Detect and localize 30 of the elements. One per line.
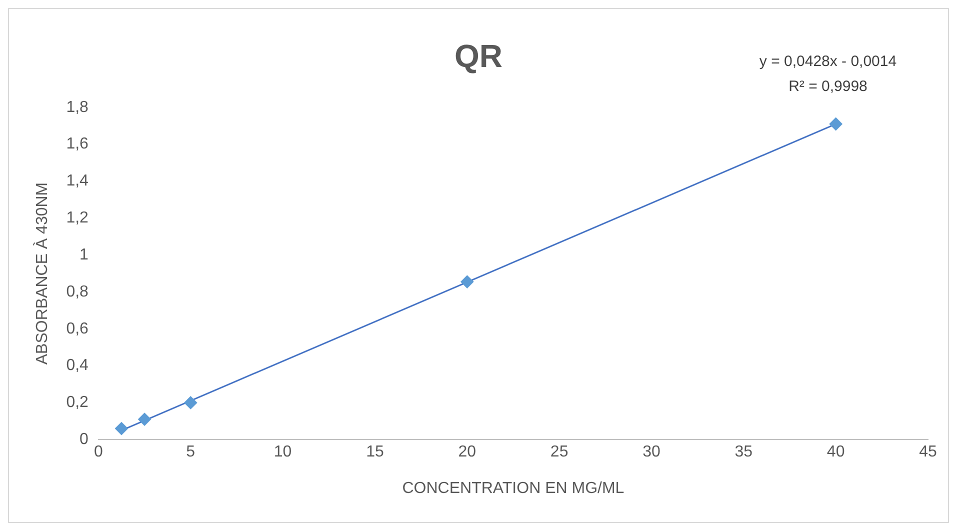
x-tick-label: 25 xyxy=(550,444,568,461)
y-tick-label: 0,4 xyxy=(66,357,89,374)
x-tick-label: 5 xyxy=(186,444,196,461)
point xyxy=(114,422,128,436)
point xyxy=(829,118,842,131)
point xyxy=(138,412,152,426)
x-axis-title: CONCENTRATION EN MG/ML xyxy=(402,480,624,497)
y-tick-label: 1 xyxy=(80,246,89,264)
x-tick-label: 20 xyxy=(458,444,476,461)
y-tick-label: 1,2 xyxy=(66,210,89,227)
y-tick-label: 1,6 xyxy=(66,136,89,153)
y-tick-label: 0,2 xyxy=(66,394,89,412)
y-tick-label: 0,6 xyxy=(66,320,89,338)
x-tick-label: 40 xyxy=(826,444,845,461)
point xyxy=(460,275,474,288)
chart-title: QR xyxy=(454,38,502,74)
x-tick-label: 30 xyxy=(642,444,660,461)
text: R² = 0,9998 xyxy=(788,78,868,96)
x-tick-label: 0 xyxy=(94,444,103,461)
y-axis-title: ABSORBANCE À 430NM xyxy=(33,182,52,365)
x-tick-label: 35 xyxy=(734,444,753,461)
y-tick-label: 0,8 xyxy=(66,283,89,300)
y-tick-label: 1,8 xyxy=(66,98,89,116)
x-tick-label: 15 xyxy=(366,444,384,461)
text: y = 0,0428x - 0,0014 xyxy=(759,53,897,70)
y-tick-label: 0 xyxy=(80,431,89,448)
y-tick-label: 1,4 xyxy=(66,172,89,190)
x-tick-label: 45 xyxy=(919,444,937,461)
point xyxy=(184,396,198,410)
x-tick-label: 10 xyxy=(274,444,292,461)
